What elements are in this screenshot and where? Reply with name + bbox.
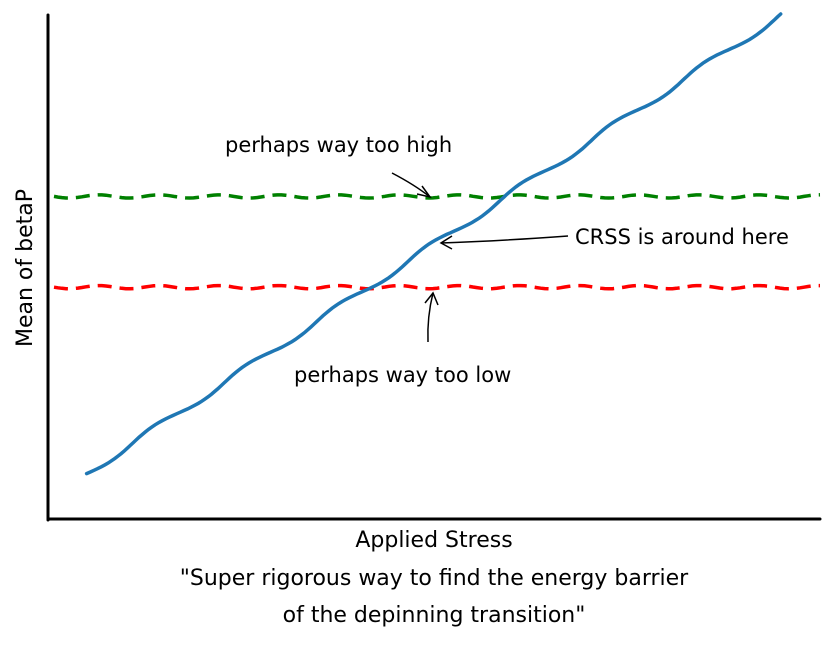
x-axis-label: Applied Stress	[355, 528, 512, 553]
y-axis-label: Mean of betaP	[13, 189, 38, 347]
chart-caption-line-2: of the depinning transition"	[283, 603, 586, 628]
annotation-low: perhaps way too low	[294, 363, 511, 387]
annotation-arrowhead-low	[424, 291, 439, 306]
green-threshold-line	[53, 193, 821, 200]
annotation-arrowhead-high	[416, 185, 432, 199]
annotation-arrow-crss	[440, 235, 569, 244]
annotation-crss: CRSS is around here	[575, 225, 789, 249]
annotation-arrow-high	[391, 172, 431, 198]
red-threshold-line	[53, 283, 820, 291]
annotation-arrowhead-crss	[439, 235, 453, 250]
chart-caption-line-1: "Super rigorous way to find the energy b…	[180, 566, 689, 591]
annotation-arrow-low	[427, 292, 434, 343]
series-line	[84, 12, 783, 476]
annotation-high: perhaps way too high	[225, 133, 452, 157]
